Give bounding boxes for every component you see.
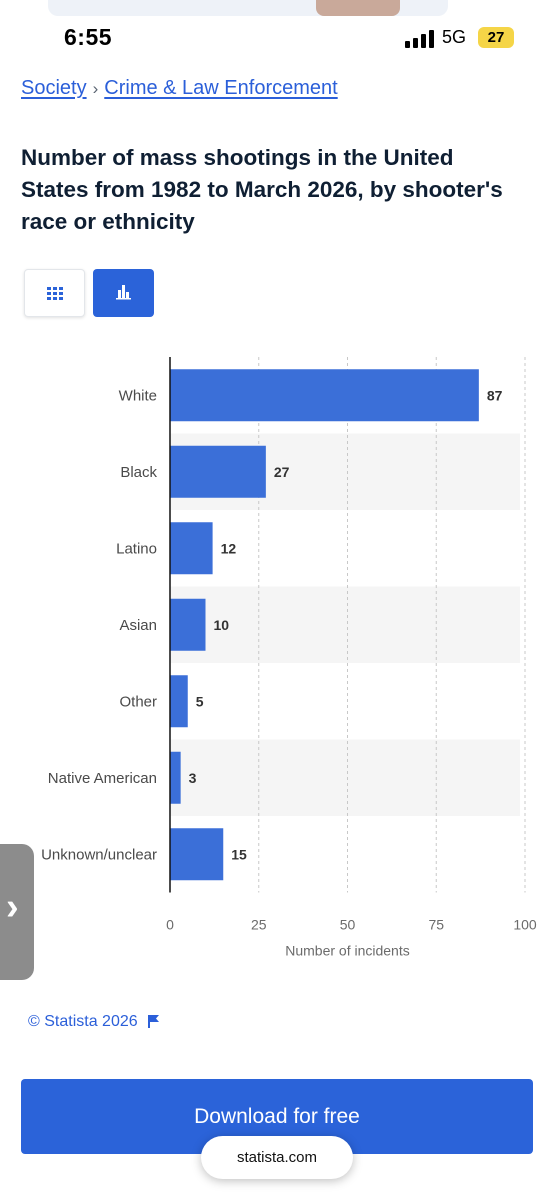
- download-label: Download for free: [194, 1105, 360, 1128]
- x-tick-label: 100: [513, 917, 537, 933]
- bar: [170, 445, 266, 498]
- url-pill[interactable]: statista.com: [201, 1136, 353, 1179]
- row-band: [170, 586, 520, 663]
- data-label: 5: [196, 693, 204, 709]
- bar: [170, 675, 188, 728]
- background-page-peek: [48, 0, 448, 16]
- bar: [170, 598, 206, 651]
- y-category-label: Black: [120, 464, 157, 481]
- bar: [170, 369, 479, 422]
- data-label: 27: [274, 464, 290, 480]
- flag-icon[interactable]: [148, 1015, 160, 1029]
- y-category-label: Latino: [116, 540, 157, 557]
- bar-chart: 0 25 50 75 100 White 87 Black 27 Latino 12 Asian 10 O…: [41, 357, 537, 959]
- y-category-label: White: [119, 387, 157, 404]
- peek-photo: [316, 0, 400, 16]
- data-label: 15: [231, 846, 247, 862]
- bar: [170, 828, 224, 881]
- status-time: 6:55: [64, 24, 113, 50]
- y-category-label: Native American: [48, 770, 157, 787]
- battery-icon: 27: [478, 27, 514, 48]
- signal-icon: [405, 30, 434, 48]
- chevron-right-icon: ›: [6, 886, 19, 928]
- x-tick-label: 75: [428, 917, 444, 933]
- x-tick-label: 0: [166, 917, 174, 933]
- y-category-label: Unknown/unclear: [41, 846, 157, 863]
- row-band: [170, 739, 520, 816]
- bar: [170, 522, 213, 575]
- copyright-text: © Statista 2026: [28, 1013, 138, 1030]
- x-tick-label: 25: [251, 917, 267, 933]
- y-category-label: Other: [119, 693, 157, 710]
- breadcrumb: Society › Crime & Law Enforcement: [21, 77, 338, 100]
- breadcrumb-separator: ›: [92, 79, 99, 98]
- side-panel-handle[interactable]: ›: [0, 844, 34, 980]
- x-tick-label: 50: [340, 917, 356, 933]
- data-label: 10: [214, 617, 230, 633]
- chart-view-button[interactable]: [93, 269, 154, 317]
- network-type: 5G: [442, 27, 467, 47]
- bar: [170, 751, 181, 804]
- status-bar: 6:55 5G 27: [0, 18, 555, 58]
- table-view-button[interactable]: [24, 269, 85, 317]
- page-title: Number of mass shootings in the United S…: [21, 145, 503, 234]
- data-label: 12: [221, 540, 237, 556]
- y-category-label: Asian: [119, 617, 157, 634]
- data-label: 3: [189, 770, 197, 786]
- copyright[interactable]: © Statista 2026: [28, 1013, 160, 1031]
- view-toggle: [24, 269, 156, 317]
- data-label: 87: [487, 387, 503, 403]
- bar-chart-icon: [116, 285, 131, 300]
- table-grid-icon: [47, 287, 63, 300]
- x-axis-title: Number of incidents: [285, 943, 410, 959]
- breadcrumb-crime-law[interactable]: Crime & Law Enforcement: [104, 77, 338, 99]
- breadcrumb-society[interactable]: Society: [21, 77, 87, 99]
